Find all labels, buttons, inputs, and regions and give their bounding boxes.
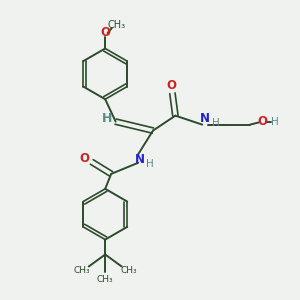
Text: CH₃: CH₃ (107, 20, 126, 30)
Text: H: H (212, 118, 220, 128)
Text: N: N (134, 153, 145, 167)
Text: N: N (200, 112, 210, 125)
Text: CH₃: CH₃ (120, 266, 137, 275)
Text: CH₃: CH₃ (97, 274, 113, 284)
Text: O: O (258, 115, 268, 128)
Text: O: O (100, 26, 110, 39)
Text: CH₃: CH₃ (74, 266, 90, 275)
Text: H: H (146, 159, 154, 169)
Text: H: H (102, 112, 112, 125)
Text: H: H (271, 117, 278, 127)
Text: O: O (166, 79, 176, 92)
Text: O: O (79, 152, 89, 165)
